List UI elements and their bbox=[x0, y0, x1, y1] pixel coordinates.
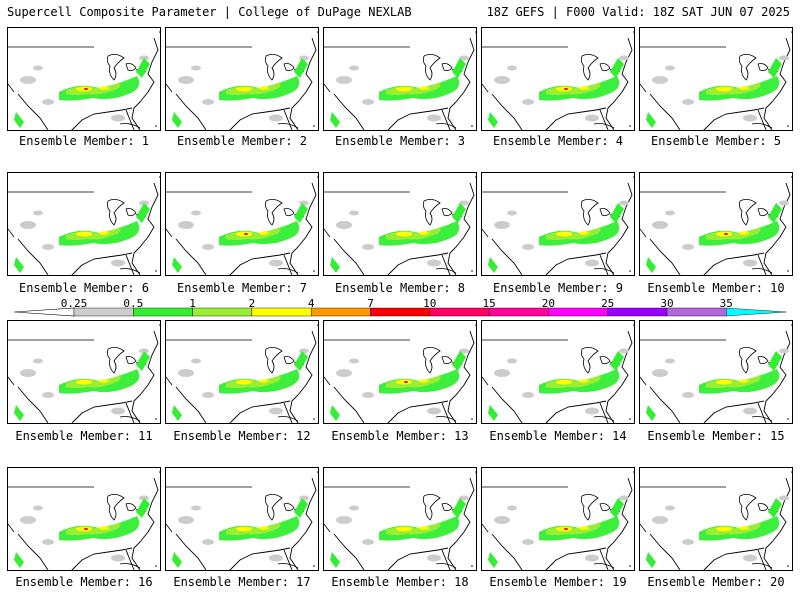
ensemble-member-label: Ensemble Member: 5 bbox=[650, 134, 782, 148]
scale-tick-label: 25 bbox=[601, 297, 615, 310]
ensemble-member-label: Ensemble Member: 10 bbox=[647, 281, 785, 295]
scale-tick-label: 1 bbox=[189, 297, 196, 310]
ensemble-member-label: Ensemble Member: 15 bbox=[647, 429, 785, 443]
valid-time: 18Z GEFS | F000 Valid: 18Z SAT JUN 07 20… bbox=[486, 5, 790, 19]
scale-tick-label: 30 bbox=[660, 297, 674, 310]
ensemble-member-label: Ensemble Member: 20 bbox=[647, 575, 785, 589]
scale-tick-label: 20 bbox=[541, 297, 556, 310]
ensemble-panel bbox=[481, 320, 635, 424]
ensemble-member-label: Ensemble Member: 14 bbox=[489, 429, 627, 443]
ensemble-member-label: Ensemble Member: 8 bbox=[334, 281, 466, 295]
color-scale-bar bbox=[13, 307, 787, 317]
color-swatch bbox=[251, 307, 312, 317]
scale-tick-label: 0.5 bbox=[123, 297, 144, 310]
ensemble-member-label: Ensemble Member: 3 bbox=[334, 134, 466, 148]
scale-tick-label: 0.25 bbox=[60, 297, 88, 310]
ensemble-panel bbox=[7, 27, 161, 131]
color-swatch bbox=[726, 307, 787, 317]
ensemble-panel bbox=[323, 467, 477, 571]
scale-tick-label: 15 bbox=[482, 297, 496, 310]
ensemble-member-label: Ensemble Member: 1 bbox=[18, 134, 150, 148]
ensemble-member-label: Ensemble Member: 2 bbox=[176, 134, 308, 148]
scale-tick-label: 4 bbox=[307, 297, 315, 310]
ensemble-member-label: Ensemble Member: 12 bbox=[173, 429, 311, 443]
color-swatch bbox=[429, 307, 490, 317]
ensemble-panel bbox=[7, 320, 161, 424]
scale-tick-label: 10 bbox=[423, 297, 437, 310]
ensemble-panel bbox=[165, 172, 319, 276]
ensemble-panel bbox=[639, 172, 793, 276]
ensemble-panel bbox=[639, 27, 793, 131]
ensemble-panel bbox=[323, 320, 477, 424]
color-swatch bbox=[370, 307, 430, 317]
ensemble-panel bbox=[7, 172, 161, 276]
color-swatch bbox=[666, 307, 727, 317]
ensemble-panel bbox=[481, 467, 635, 571]
ensemble-panel bbox=[481, 172, 635, 276]
ensemble-panel bbox=[7, 467, 161, 571]
ensemble-member-label: Ensemble Member: 19 bbox=[489, 575, 627, 589]
ensemble-member-label: Ensemble Member: 13 bbox=[331, 429, 469, 443]
ensemble-member-label: Ensemble Member: 11 bbox=[15, 429, 153, 443]
ensemble-panel bbox=[165, 27, 319, 131]
ensemble-member-label: Ensemble Member: 17 bbox=[173, 575, 311, 589]
scale-tick-label: 35 bbox=[719, 297, 733, 310]
color-swatch bbox=[607, 307, 668, 317]
ensemble-member-label: Ensemble Member: 18 bbox=[331, 575, 469, 589]
ensemble-panel bbox=[165, 320, 319, 424]
ensemble-member-label: Ensemble Member: 6 bbox=[18, 281, 150, 295]
color-swatch bbox=[192, 307, 253, 317]
ensemble-member-label: Ensemble Member: 16 bbox=[15, 575, 153, 589]
ensemble-panel bbox=[639, 467, 793, 571]
ensemble-panel bbox=[323, 172, 477, 276]
color-swatch bbox=[488, 307, 549, 317]
scale-tick-label: 2 bbox=[248, 297, 256, 310]
ensemble-member-label: Ensemble Member: 4 bbox=[492, 134, 624, 148]
scale-tick-label: 7 bbox=[367, 297, 374, 310]
color-swatch bbox=[311, 307, 371, 317]
ensemble-panel bbox=[165, 467, 319, 571]
ensemble-panel bbox=[481, 27, 635, 131]
ensemble-panel bbox=[639, 320, 793, 424]
map-title: Supercell Composite Parameter | College … bbox=[7, 5, 412, 19]
ensemble-panel bbox=[323, 27, 477, 131]
ensemble-member-label: Ensemble Member: 9 bbox=[492, 281, 624, 295]
ensemble-member-label: Ensemble Member: 7 bbox=[176, 281, 308, 295]
color-swatch bbox=[548, 307, 608, 317]
